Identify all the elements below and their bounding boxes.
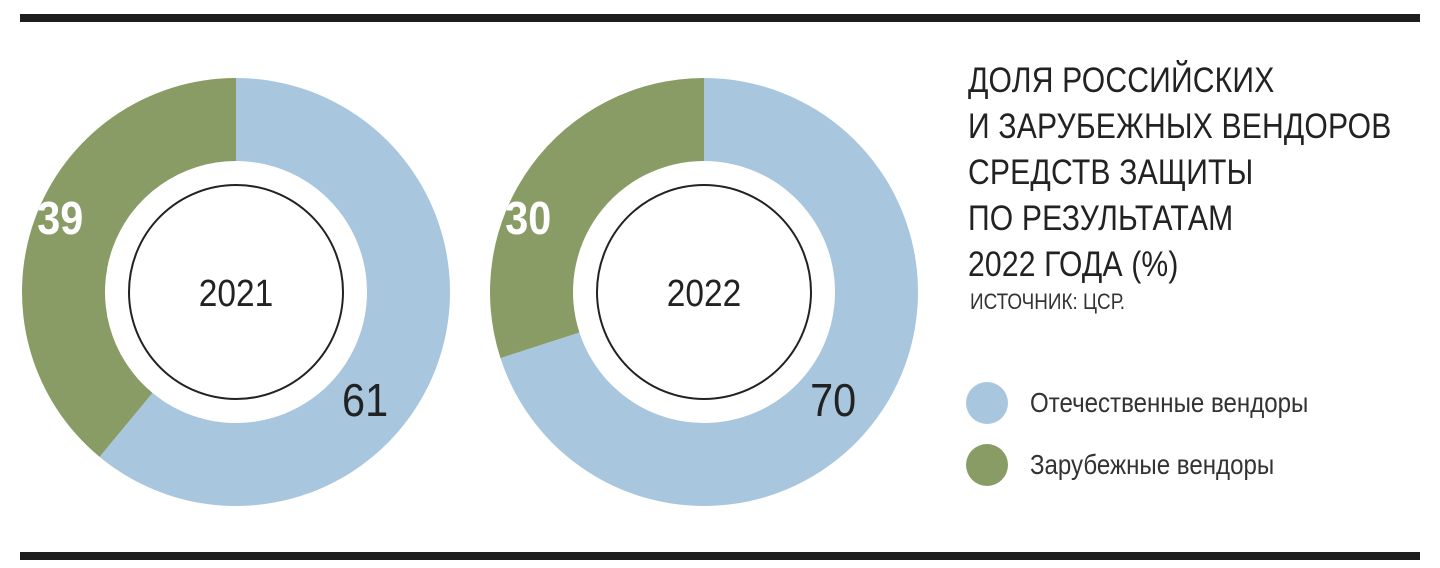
slice-value-label: 30 xyxy=(505,193,551,245)
donut-slice xyxy=(490,78,704,359)
title-line: И ЗАРУБЕЖНЫХ ВЕНДОРОВ xyxy=(968,107,1392,146)
top-rule xyxy=(20,14,1420,22)
legend-item-foreign: Зарубежные вендоры xyxy=(966,444,1354,486)
title-line: 2022 ГОДА (%) xyxy=(968,245,1179,284)
bottom-rule xyxy=(20,552,1420,560)
donut-charts: 2021 61 39 2022 70 30 xyxy=(22,78,918,507)
legend-swatch-foreign xyxy=(966,444,1008,486)
center-label: 2021 xyxy=(199,272,273,314)
donut-slice xyxy=(99,78,451,507)
title-line: ПО РЕЗУЛЬТАТАМ xyxy=(968,199,1234,238)
slice-value-label: 70 xyxy=(810,375,856,427)
legend-swatch-domestic xyxy=(966,382,1008,424)
center-label: 2022 xyxy=(667,272,741,314)
legend: Отечественные вендоры Зарубежные вендоры xyxy=(966,382,1354,506)
donut-slice xyxy=(22,78,237,457)
center-circle xyxy=(128,184,344,400)
legend-item-domestic: Отечественные вендоры xyxy=(966,382,1354,424)
title-line: ДОЛЯ РОССИЙСКИХ xyxy=(968,61,1275,100)
title-line: СРЕДСТВ ЗАЩИТЫ xyxy=(968,153,1254,192)
source-note: ИСТОЧНИК: ЦСР. xyxy=(970,289,1126,314)
donut-slice xyxy=(500,78,918,506)
slice-value-label: 39 xyxy=(37,193,83,245)
chart-title: ДОЛЯ РОССИЙСКИХ И ЗАРУБЕЖНЫХ ВЕНДОРОВ СР… xyxy=(968,58,1392,288)
slice-value-label: 61 xyxy=(342,375,388,427)
center-circle xyxy=(596,184,812,400)
donut-chart-2022: 2022 70 30 xyxy=(490,78,918,506)
legend-label: Зарубежные вендоры xyxy=(1030,449,1275,480)
legend-label: Отечественные вендоры xyxy=(1030,387,1309,418)
donut-chart-2021: 2021 61 39 xyxy=(22,78,451,507)
